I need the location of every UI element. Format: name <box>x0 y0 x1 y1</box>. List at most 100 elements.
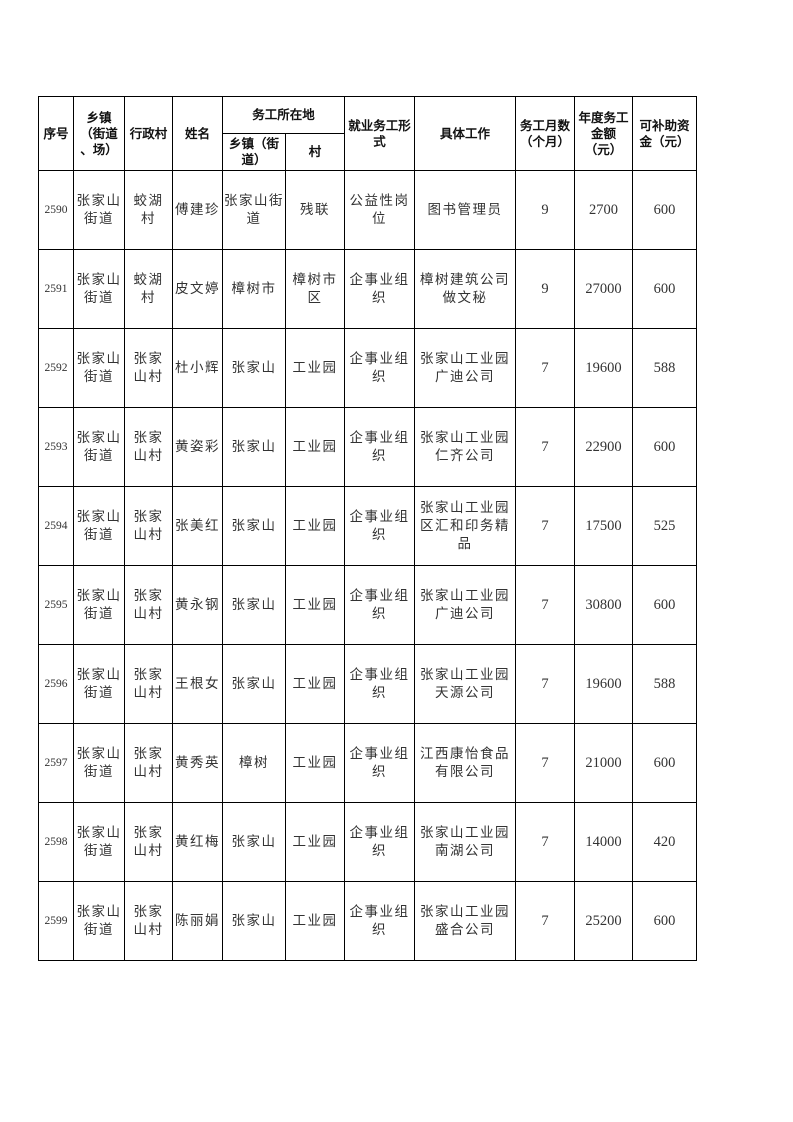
cell-work-village: 工业园 <box>284 565 346 645</box>
cell-village: 蛟湖 村 <box>124 249 173 329</box>
cell-no: 2597 <box>38 723 74 803</box>
cell-subsidy: 588 <box>632 644 698 724</box>
cell-village: 张家 山村 <box>124 407 173 487</box>
cell-job: 张家山工业园 广迪公司 <box>414 565 517 645</box>
cell-form: 企事业组 织 <box>344 723 416 803</box>
cell-name: 皮文婷 <box>172 249 223 329</box>
cell-job: 图书管理员 <box>414 170 517 250</box>
cell-job: 樟树建筑公司 做文秘 <box>414 249 517 329</box>
cell-income: 14000 <box>574 802 634 882</box>
cell-work-town: 张家山 <box>222 328 286 408</box>
cell-job: 张家山工业园 广迪公司 <box>414 328 517 408</box>
cell-town: 张家山 街道 <box>73 170 125 250</box>
cell-subsidy: 600 <box>632 723 698 803</box>
cell-income: 25200 <box>574 881 634 961</box>
cell-work-village: 工业园 <box>284 723 346 803</box>
cell-no: 2596 <box>38 644 74 724</box>
cell-village: 张家 山村 <box>124 328 173 408</box>
cell-income: 30800 <box>574 565 634 645</box>
cell-form: 企事业组 织 <box>344 802 416 882</box>
cell-subsidy: 600 <box>632 565 698 645</box>
cell-months: 9 <box>515 249 576 329</box>
cell-months: 7 <box>515 486 576 566</box>
cell-subsidy: 588 <box>632 328 698 408</box>
table-row: 2599 张家山 街道 张家 山村 陈丽娟 张家山 工业园 企事业组 织张家山工业园 盛合公… <box>38 881 698 961</box>
cell-town: 张家山 街道 <box>73 486 125 566</box>
cell-job: 张家山工业园 仁齐公司 <box>414 407 517 487</box>
cell-town: 张家山 街道 <box>73 249 125 329</box>
cell-income: 19600 <box>574 644 634 724</box>
cell-job: 江西康怡食品 有限公司 <box>414 723 517 803</box>
cell-work-town: 樟树 <box>222 723 286 803</box>
subsidy-table: 序号 乡镇 （街道 、场） 行政村 姓名 务工所在地 就业务工形 式 具体工作 … <box>38 96 698 961</box>
cell-form: 企事业组 织 <box>344 644 416 724</box>
cell-subsidy: 525 <box>632 486 698 566</box>
cell-no: 2599 <box>38 881 74 961</box>
cell-work-town: 张家山 <box>222 486 286 566</box>
header-no: 序号 <box>38 96 74 171</box>
cell-work-village: 樟树市 区 <box>284 249 346 329</box>
cell-income: 22900 <box>574 407 634 487</box>
cell-name: 张美红 <box>172 486 223 566</box>
cell-town: 张家山 街道 <box>73 881 125 961</box>
cell-no: 2595 <box>38 565 74 645</box>
cell-name: 黄永钢 <box>172 565 223 645</box>
cell-form: 企事业组 织 <box>344 565 416 645</box>
table-row: 2593 张家山 街道 张家 山村 黄姿彩 张家山 工业园 企事业组 织张家山工业园 仁齐公… <box>38 407 698 487</box>
cell-name: 黄秀英 <box>172 723 223 803</box>
cell-income: 21000 <box>574 723 634 803</box>
header-job: 具体工作 <box>414 96 517 171</box>
cell-months: 7 <box>515 328 576 408</box>
cell-form: 企事业组 织 <box>344 486 416 566</box>
header-work-village: 村 <box>284 133 346 171</box>
cell-subsidy: 600 <box>632 170 698 250</box>
cell-no: 2590 <box>38 170 74 250</box>
cell-income: 27000 <box>574 249 634 329</box>
cell-job: 张家山工业园 南湖公司 <box>414 802 517 882</box>
cell-village: 张家 山村 <box>124 486 173 566</box>
header-income: 年度务工 金额 （元） <box>574 96 634 171</box>
cell-no: 2594 <box>38 486 74 566</box>
cell-income: 17500 <box>574 486 634 566</box>
table-row: 2596 张家山 街道 张家 山村 王根女 张家山 工业园 企事业组 织张家山工业园 天源公… <box>38 644 698 724</box>
cell-town: 张家山 街道 <box>73 328 125 408</box>
cell-work-town: 樟树市 <box>222 249 286 329</box>
cell-months: 7 <box>515 407 576 487</box>
header-town: 乡镇 （街道 、场） <box>73 96 125 171</box>
table-row: 2597 张家山 街道 张家 山村 黄秀英 樟树 工业园 企事业组 织江西康怡食品 有限公司… <box>38 723 698 803</box>
cell-form: 企事业组 织 <box>344 249 416 329</box>
cell-name: 陈丽娟 <box>172 881 223 961</box>
cell-village: 张家 山村 <box>124 881 173 961</box>
cell-name: 黄姿彩 <box>172 407 223 487</box>
cell-no: 2592 <box>38 328 74 408</box>
cell-village: 张家 山村 <box>124 644 173 724</box>
cell-town: 张家山 街道 <box>73 565 125 645</box>
header-months: 务工月数 （个月） <box>515 96 576 171</box>
table-row: 2590 张家山 街道 蛟湖 村傅建珍 张家山街 道残联 公益性岗 位图书管理员 9 270… <box>38 170 698 250</box>
cell-town: 张家山 街道 <box>73 723 125 803</box>
cell-work-town: 张家山 <box>222 565 286 645</box>
cell-subsidy: 420 <box>632 802 698 882</box>
cell-work-village: 工业园 <box>284 644 346 724</box>
cell-job: 张家山工业园 盛合公司 <box>414 881 517 961</box>
cell-work-town: 张家山 <box>222 802 286 882</box>
cell-town: 张家山 街道 <box>73 644 125 724</box>
cell-months: 7 <box>515 565 576 645</box>
table-row: 2592 张家山 街道 张家 山村 杜小辉 张家山 工业园 企事业组 织张家山工业园 广迪公… <box>38 328 698 408</box>
cell-subsidy: 600 <box>632 407 698 487</box>
cell-work-village: 工业园 <box>284 881 346 961</box>
cell-name: 杜小辉 <box>172 328 223 408</box>
cell-work-town: 张家山街 道 <box>222 170 286 250</box>
cell-form: 企事业组 织 <box>344 407 416 487</box>
cell-months: 7 <box>515 644 576 724</box>
cell-village: 张家 山村 <box>124 723 173 803</box>
cell-name: 王根女 <box>172 644 223 724</box>
cell-town: 张家山 街道 <box>73 407 125 487</box>
header-village: 行政村 <box>124 96 173 171</box>
table-row: 2594 张家山 街道 张家 山村 张美红 张家山 工业园 企事业组 织张家山工业园 区汇和… <box>38 486 698 566</box>
cell-income: 19600 <box>574 328 634 408</box>
cell-job: 张家山工业园 区汇和印务精 品 <box>414 486 517 566</box>
table-row: 2598 张家山 街道 张家 山村 黄红梅 张家山 工业园 企事业组 织张家山工业园 南湖公… <box>38 802 698 882</box>
cell-months: 7 <box>515 802 576 882</box>
cell-work-village: 工业园 <box>284 328 346 408</box>
